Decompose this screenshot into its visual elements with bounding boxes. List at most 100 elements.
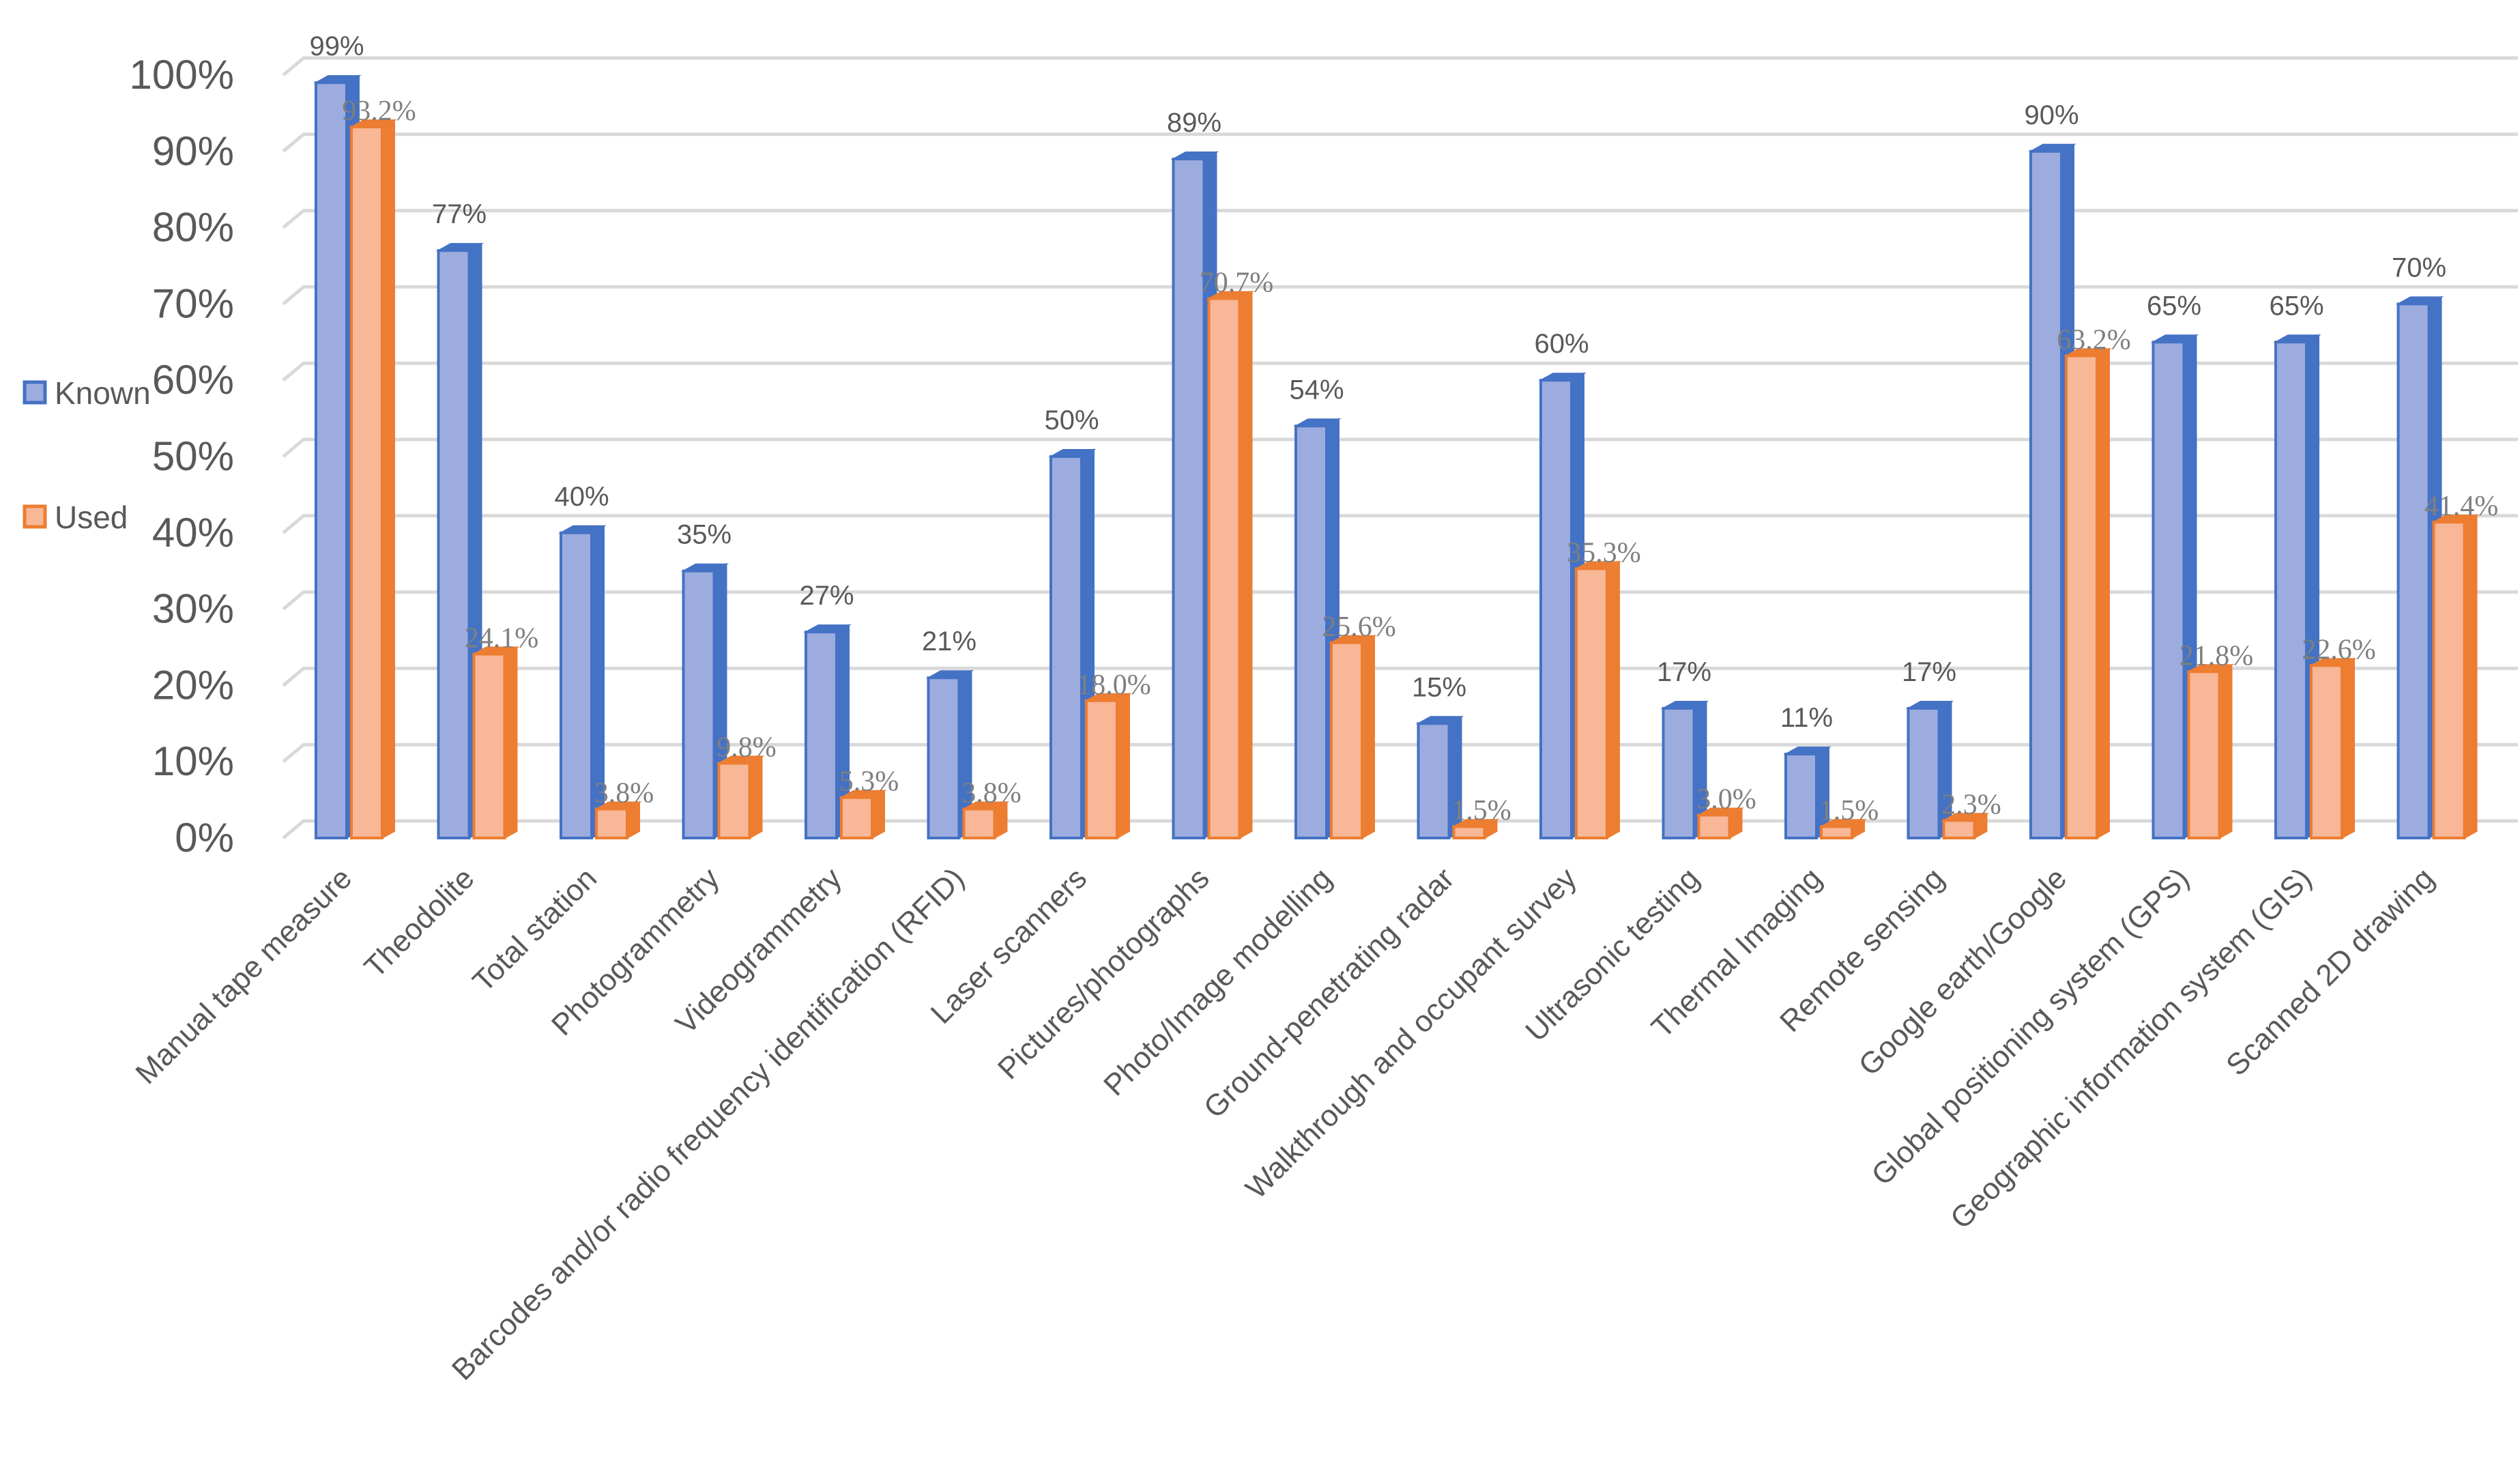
bar-used [1819,818,1867,839]
data-label-known: 77% [432,199,487,229]
y-tick-label: 90% [152,128,234,174]
legend-label-known: Known [55,375,151,411]
data-label-known: 60% [1534,329,1589,359]
x-tick-label: Manual tape measure [129,861,358,1090]
bar-known [1905,700,1954,839]
gridline [282,514,2518,534]
y-tick-label: 60% [152,357,234,403]
bar-used [2308,657,2357,839]
data-label-known: 27% [799,581,854,611]
bars [313,74,2480,840]
bar-used [1329,635,1377,839]
data-label-known: 40% [554,482,609,512]
y-tick-label: 20% [152,662,234,708]
gridline [282,209,2518,229]
data-label-known: 99% [309,31,364,61]
y-tick-label: 0% [175,815,234,861]
data-labels: 99% 93.2% 77% 24.1% 40% 3.8% 35% 9.8% 27% 5.3% 21%… [309,31,2498,826]
y-tick-label: 40% [152,510,234,555]
data-label-known: 50% [1044,405,1099,435]
data-label-known: 65% [2147,291,2201,321]
data-label-known: 89% [1167,108,1221,138]
data-label-known: 21% [922,626,976,656]
bar-known [1415,715,1464,840]
legend-label-used: Used [55,500,128,535]
bar-used [2431,514,2480,839]
gridline [282,742,2518,764]
bar-known [1293,418,1342,839]
y-tick-label: 80% [152,205,234,250]
data-label-used: 24.1% [465,623,539,654]
data-label-used: 22.6% [2302,634,2376,665]
data-label-known: 54% [1289,375,1344,405]
gridline [282,819,2518,839]
bar-used [1941,812,1990,840]
data-label-used: 18.0% [1077,669,1151,701]
data-label-used: 93.2% [342,96,416,127]
data-label-used: 63.2% [2057,324,2131,356]
data-label-used: 1.5% [1819,795,1879,826]
data-label-used: 2.3% [1941,789,2001,820]
data-label-used: 5.3% [839,766,899,798]
data-label-known: 90% [2024,100,2079,130]
bar-used [1451,818,1500,839]
bar-known [1783,746,1831,840]
data-label-known: 65% [2269,291,2323,321]
x-tick-label: Photo/Image modelling [1097,861,1338,1102]
bar-used [716,755,765,840]
data-label-used: 9.8% [716,732,777,763]
data-label-used: 70.7% [1200,268,1274,299]
gridline [282,361,2518,382]
legend-swatch-known [23,380,47,405]
x-tick-label: Pictures/photographs [991,861,1216,1086]
data-label-used: 3.8% [961,778,1022,809]
data-label-known: 35% [677,520,732,550]
bar-known [925,669,974,839]
x-tick-label: Scanned 2D drawing [2220,861,2440,1082]
bar-used [471,646,520,839]
gridlines [282,56,2518,839]
bar-known [1538,372,1587,839]
y-axis-ticks: 0% 10% 20% 30% 40% 50% 60% 70% 80% 90% 100% [130,52,234,861]
legend: Known Used [23,375,151,535]
bar-used [839,790,887,839]
gridline [282,590,2518,611]
bar-used [1206,290,1255,840]
data-label-used: 35.3% [1567,537,1641,568]
gridline [282,132,2518,153]
y-tick-label: 100% [130,52,234,98]
y-tick-label: 70% [152,280,234,326]
data-label-known: 15% [1412,672,1466,702]
bar-used [594,800,642,839]
x-tick-label: Total station [466,861,603,998]
legend-swatch-used [23,504,47,529]
y-tick-label: 50% [152,433,234,479]
gridline [282,666,2518,687]
bar-used [2063,347,2112,839]
data-label-used: 25.6% [1322,611,1396,643]
y-tick-label: 30% [152,586,234,632]
data-label-used: 21.8% [2179,640,2254,671]
data-label-used: 1.5% [1451,795,1511,826]
gridline [282,285,2518,306]
data-label-known: 70% [2392,252,2446,283]
bar-used [349,119,397,839]
x-tick-label: Ground-penetrating radar [1198,861,1461,1125]
bar-known [1660,700,1709,839]
y-tick-label: 10% [152,738,234,784]
data-label-used: 3.0% [1696,783,1756,815]
data-label-known: 17% [1657,657,1711,687]
bar-used [1574,560,1622,839]
x-tick-label: Theodolite [358,861,481,984]
data-label-used: 41.4% [2424,491,2499,522]
bar-known [803,624,852,839]
bar-used [1696,807,1745,839]
gridline [282,56,2518,76]
bar-used [2186,663,2235,839]
data-label-used: 3.8% [594,778,654,809]
bar-used [1084,693,1132,840]
gridline [282,437,2518,458]
bar-used [961,800,1010,839]
